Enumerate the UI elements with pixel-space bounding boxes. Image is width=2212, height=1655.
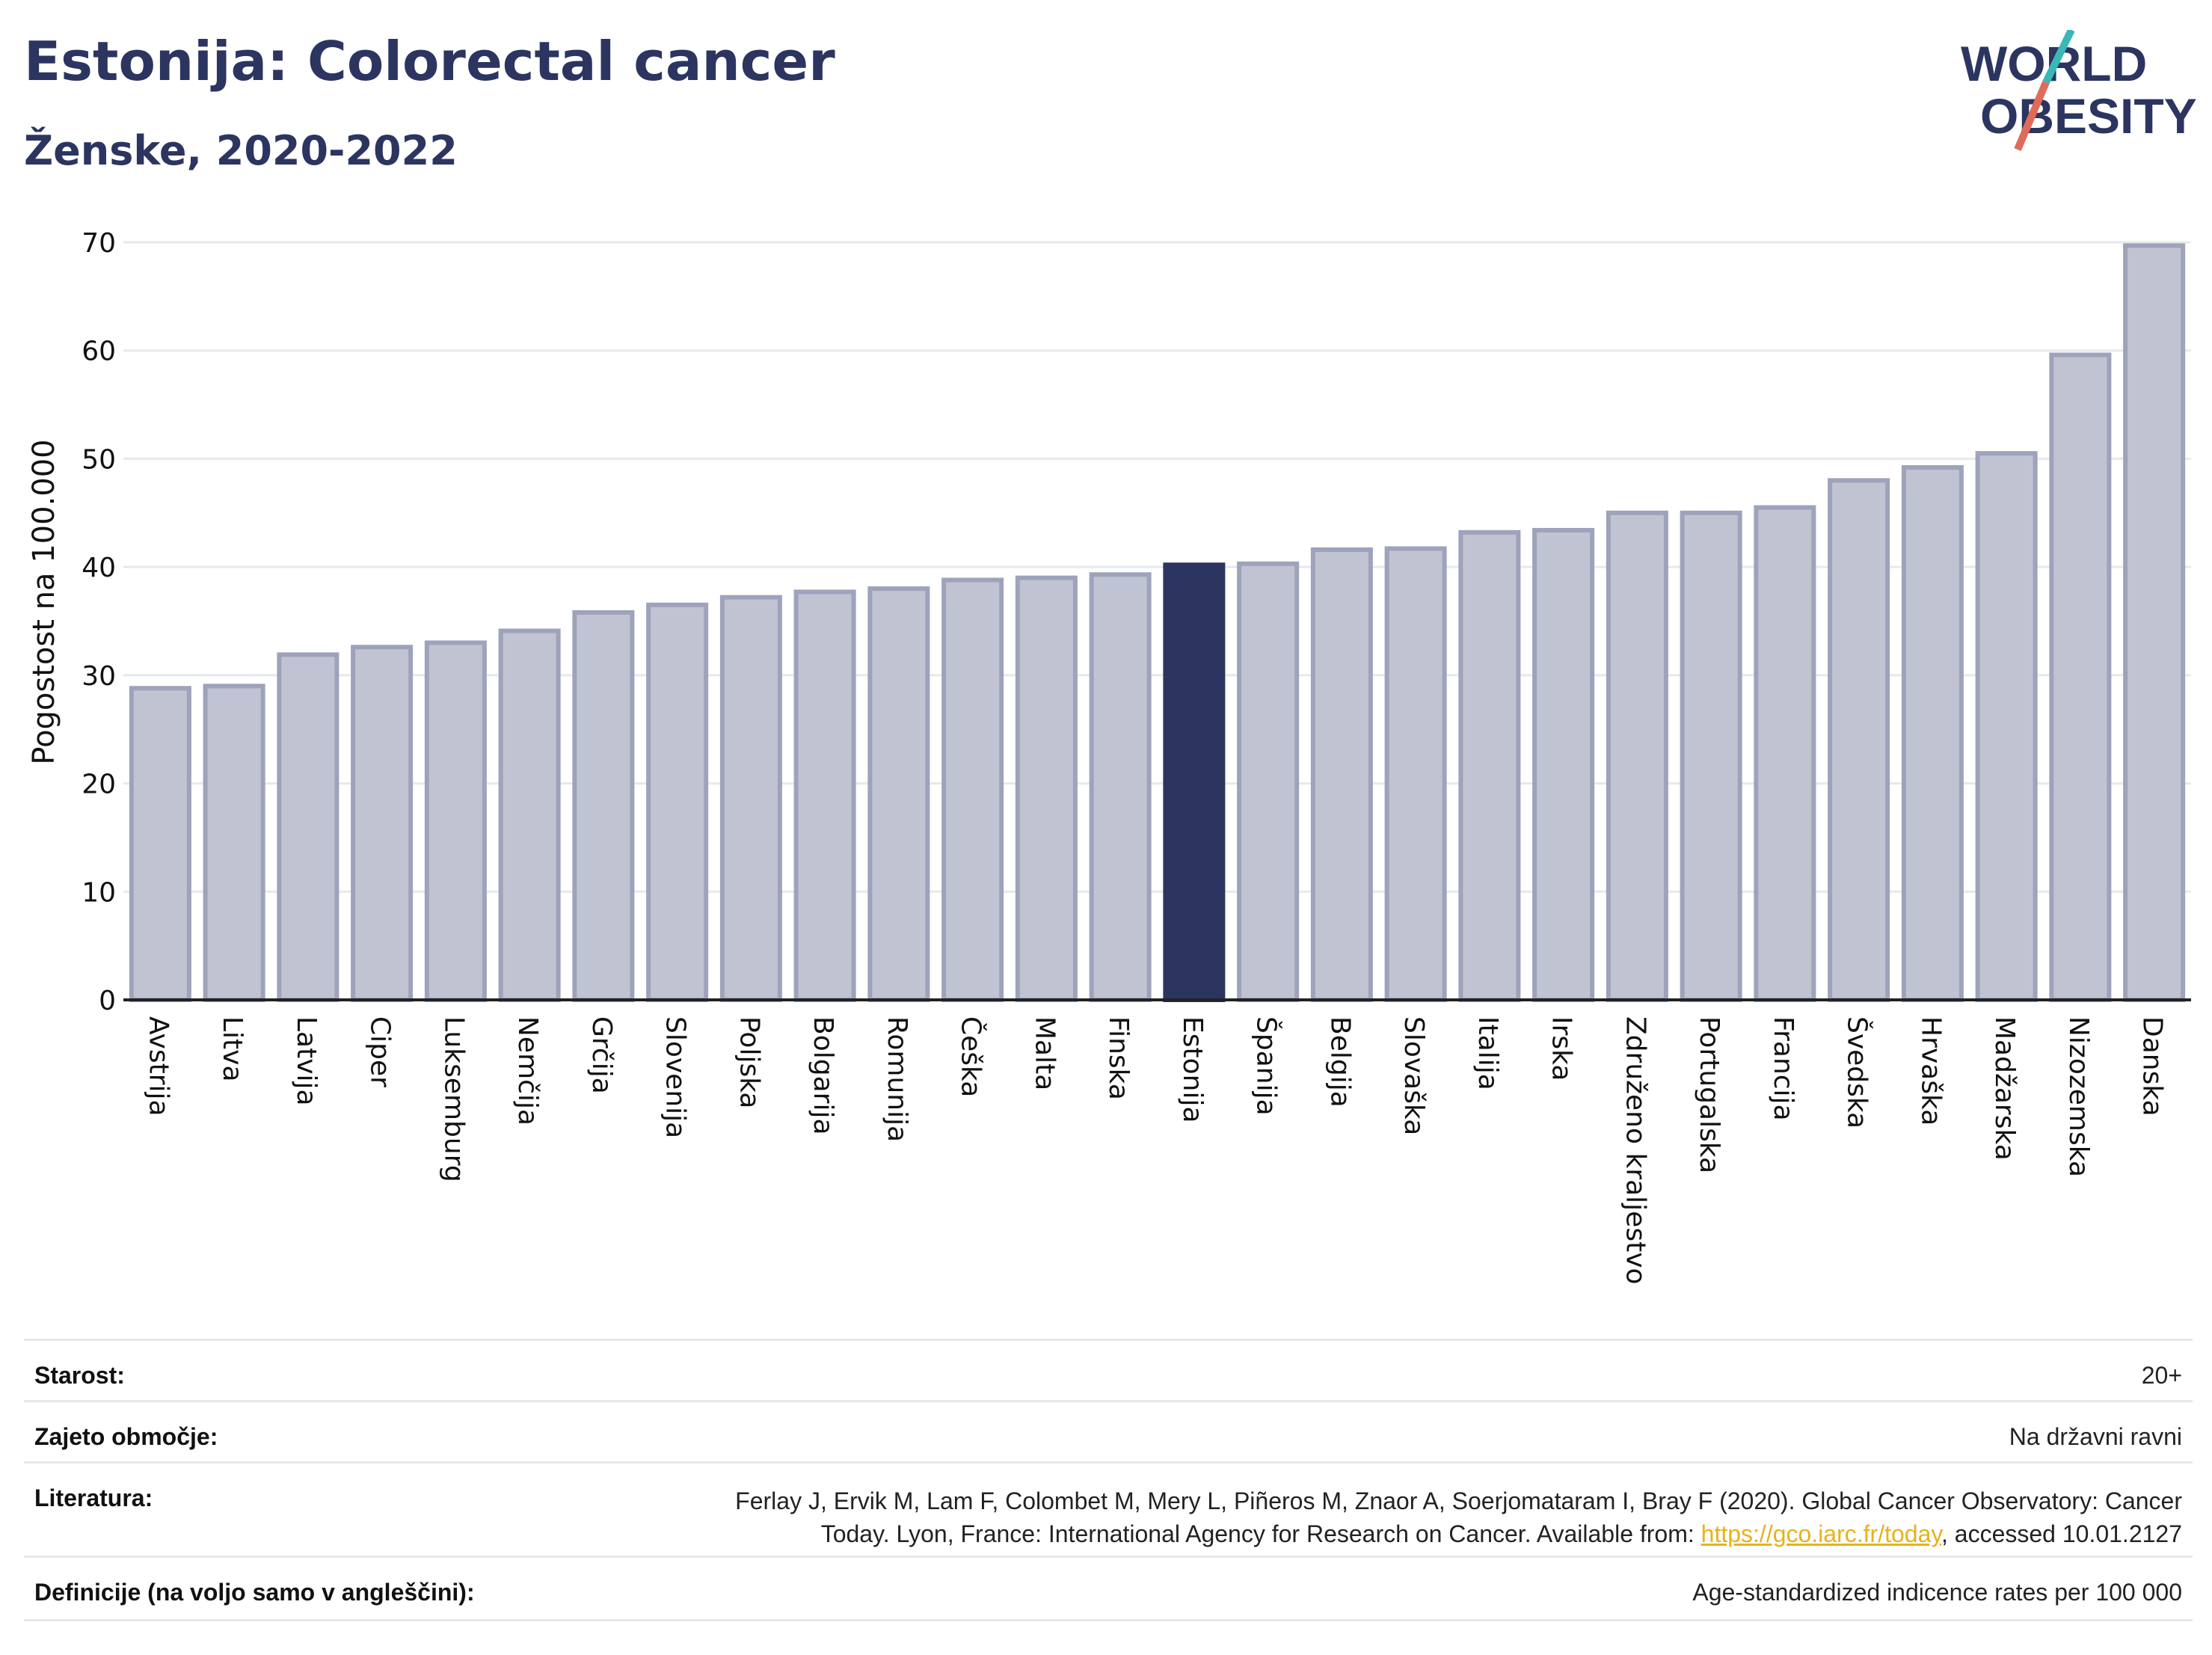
bar-hrvaška xyxy=(1901,465,1964,1002)
x-tick-label: Belgija xyxy=(1324,1016,1355,1108)
meta-row-reference: Literatura: Ferlay J, Ervik M, Lam F, Co… xyxy=(24,1461,2193,1558)
reference-line-2: Today. Lyon, France: International Agenc… xyxy=(735,1517,2182,1550)
coverage-label: Zajeto območje: xyxy=(34,1423,218,1450)
bar-španija xyxy=(1237,561,1300,1002)
x-tick-label: Hrvaška xyxy=(1915,1016,1946,1126)
bar-slovaška xyxy=(1384,546,1447,1002)
world-obesity-logo: WORLD OBESITY xyxy=(1961,30,2197,151)
bar-francija xyxy=(1754,505,1816,1002)
x-tick-label: Poljska xyxy=(734,1016,764,1109)
x-tick-label: Romunija xyxy=(882,1016,912,1142)
age-value: 20+ xyxy=(2141,1362,2182,1389)
reference-link[interactable]: https://gco.iarc.fr/today xyxy=(1701,1520,1941,1547)
coverage-value: Na državni ravni xyxy=(2009,1423,2182,1450)
y-tick-label: 50 xyxy=(82,444,116,475)
bar-švedska xyxy=(1828,478,1890,1002)
reference-line-1: Ferlay J, Ervik M, Lam F, Colombet M, Me… xyxy=(735,1487,2182,1514)
x-tick-label: Španija xyxy=(1251,1016,1282,1116)
x-tick-label: Finska xyxy=(1103,1016,1134,1100)
bar-portugalska xyxy=(1680,510,1742,1002)
x-tick-label: Slovaška xyxy=(1398,1016,1429,1135)
bar-finska xyxy=(1089,572,1152,1002)
y-tick-label: 70 xyxy=(82,228,116,259)
bar-grčija xyxy=(572,610,635,1002)
x-tick-label: Nemčija xyxy=(512,1016,543,1126)
meta-row-coverage: Zajeto območje: Na državni ravni xyxy=(24,1400,2193,1462)
x-tick-label: Francija xyxy=(1768,1016,1798,1121)
x-tick-label: Luksemburg xyxy=(438,1016,469,1182)
x-tick-label: Bolgarija xyxy=(808,1016,838,1135)
page-title: Estonija: Colorectal cancer xyxy=(24,30,835,93)
y-axis-label: Pogostost na 100.000 xyxy=(27,439,61,764)
reference-value: Ferlay J, Ervik M, Lam F, Colombet M, Me… xyxy=(735,1484,2182,1550)
bar-nizozemska xyxy=(2049,352,2112,1002)
bar-latvija xyxy=(277,652,340,1003)
bar-belgija xyxy=(1310,547,1373,1002)
logo-word-obesity: OBESITY xyxy=(1980,88,2197,144)
y-tick-label: 30 xyxy=(82,661,116,692)
bar-italija xyxy=(1458,529,1521,1002)
bar-danska xyxy=(2123,243,2186,1002)
x-tick-label: Estonija xyxy=(1177,1016,1208,1123)
y-tick-label: 0 xyxy=(99,986,116,1016)
bar-malta xyxy=(1015,575,1078,1002)
bar-združeno-kraljestvo xyxy=(1606,510,1668,1002)
bar-ciper xyxy=(351,645,414,1003)
reference-line-2-text: Today. Lyon, France: International Agenc… xyxy=(820,1520,1701,1547)
x-tick-label: Irska xyxy=(1546,1016,1577,1081)
x-tick-label: Češka xyxy=(956,1016,987,1097)
x-tick-label: Grčija xyxy=(586,1016,617,1094)
reference-label: Literatura: xyxy=(34,1484,153,1511)
x-tick-label: Avstrija xyxy=(143,1016,173,1117)
y-tick-label: 10 xyxy=(82,877,116,908)
page-subtitle: Ženske, 2020-2022 xyxy=(24,127,458,174)
bar-avstrija xyxy=(129,686,191,1002)
bar-romunija xyxy=(867,586,930,1002)
meta-row-definitions: Definicije (na voljo samo v angleščini):… xyxy=(24,1556,2193,1621)
meta-row-age: Starost: 20+ xyxy=(24,1339,2193,1401)
bar-bolgarija xyxy=(793,589,856,1002)
bar-litva xyxy=(203,684,265,1002)
bar-češka xyxy=(941,577,1004,1002)
x-tick-label: Italija xyxy=(1472,1016,1503,1090)
bar-luksemburg xyxy=(424,640,487,1002)
reference-accessed: , accessed 10.01.2127 xyxy=(1941,1520,2182,1547)
x-tick-label: Latvija xyxy=(291,1016,322,1106)
bar-estonija xyxy=(1163,562,1226,1002)
bar-irska xyxy=(1532,527,1595,1002)
x-tick-label: Litva xyxy=(217,1016,248,1082)
x-tick-label: Nizozemska xyxy=(2063,1016,2094,1177)
y-tick-label: 60 xyxy=(82,337,116,367)
x-tick-label: Združeno kraljestvo xyxy=(1620,1016,1650,1285)
x-tick-label: Madžarska xyxy=(1989,1016,2020,1161)
definitions-label: Definicije (na voljo samo v angleščini): xyxy=(34,1579,475,1606)
x-tick-label: Ciper xyxy=(365,1016,396,1087)
y-tick-label: 40 xyxy=(82,553,116,583)
bar-nemčija xyxy=(498,628,561,1002)
bar-madžarska xyxy=(1975,451,2038,1002)
x-tick-label: Slovenija xyxy=(660,1016,691,1138)
x-tick-label: Malta xyxy=(1029,1016,1060,1090)
x-tick-label: Portugalska xyxy=(1694,1016,1724,1173)
x-tick-label: Švedska xyxy=(1842,1016,1873,1129)
x-tick-label: Danska xyxy=(2137,1016,2168,1117)
bar-poljska xyxy=(719,595,782,1002)
y-tick-label: 20 xyxy=(82,770,116,800)
bar-slovenija xyxy=(646,602,709,1002)
age-label: Starost: xyxy=(34,1362,125,1389)
definitions-value: Age-standardized indicence rates per 100… xyxy=(1692,1579,2182,1606)
bar-chart: 0 10 20 30 40 50 60 70 Avstrija Litva Latvija Cipe… xyxy=(27,228,2191,1285)
